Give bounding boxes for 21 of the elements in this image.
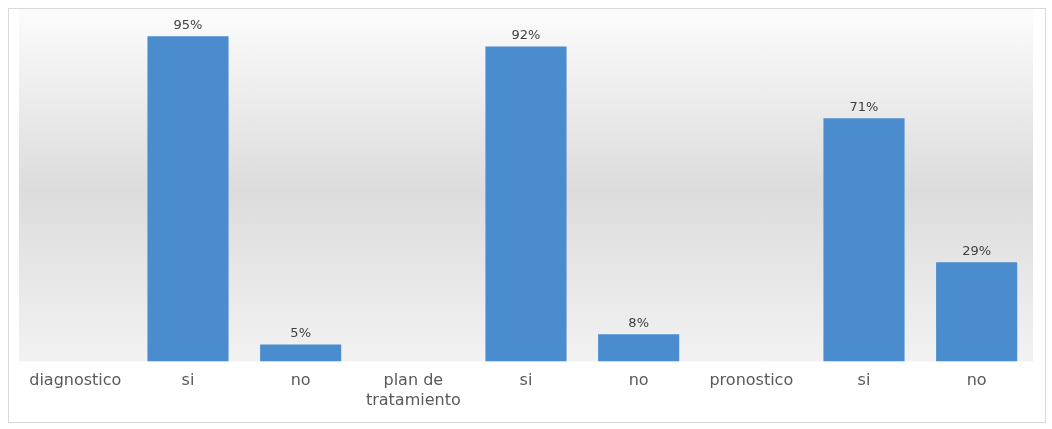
bar (598, 334, 680, 362)
x-tick-label: si (181, 370, 195, 390)
x-tick-label: no (628, 370, 649, 390)
data-label: 8% (628, 315, 649, 331)
bar (260, 344, 342, 362)
x-tick-label: diagnostico (29, 370, 122, 390)
data-label: 5% (290, 325, 311, 341)
bar (147, 36, 229, 362)
x-tick-label: si (857, 370, 871, 390)
x-tick-label: no (290, 370, 311, 390)
data-label: 71% (849, 99, 879, 115)
x-tick-label: pronostico (709, 370, 794, 390)
bar (823, 118, 905, 362)
bar (936, 262, 1018, 362)
x-tick-label: no (966, 370, 987, 390)
data-label: 29% (962, 243, 992, 259)
x-tick-label: plan de tratamiento (365, 370, 461, 409)
x-tick-label: si (519, 370, 533, 390)
data-label: 92% (511, 27, 541, 43)
data-label: 95% (173, 17, 203, 32)
bar (485, 46, 567, 362)
